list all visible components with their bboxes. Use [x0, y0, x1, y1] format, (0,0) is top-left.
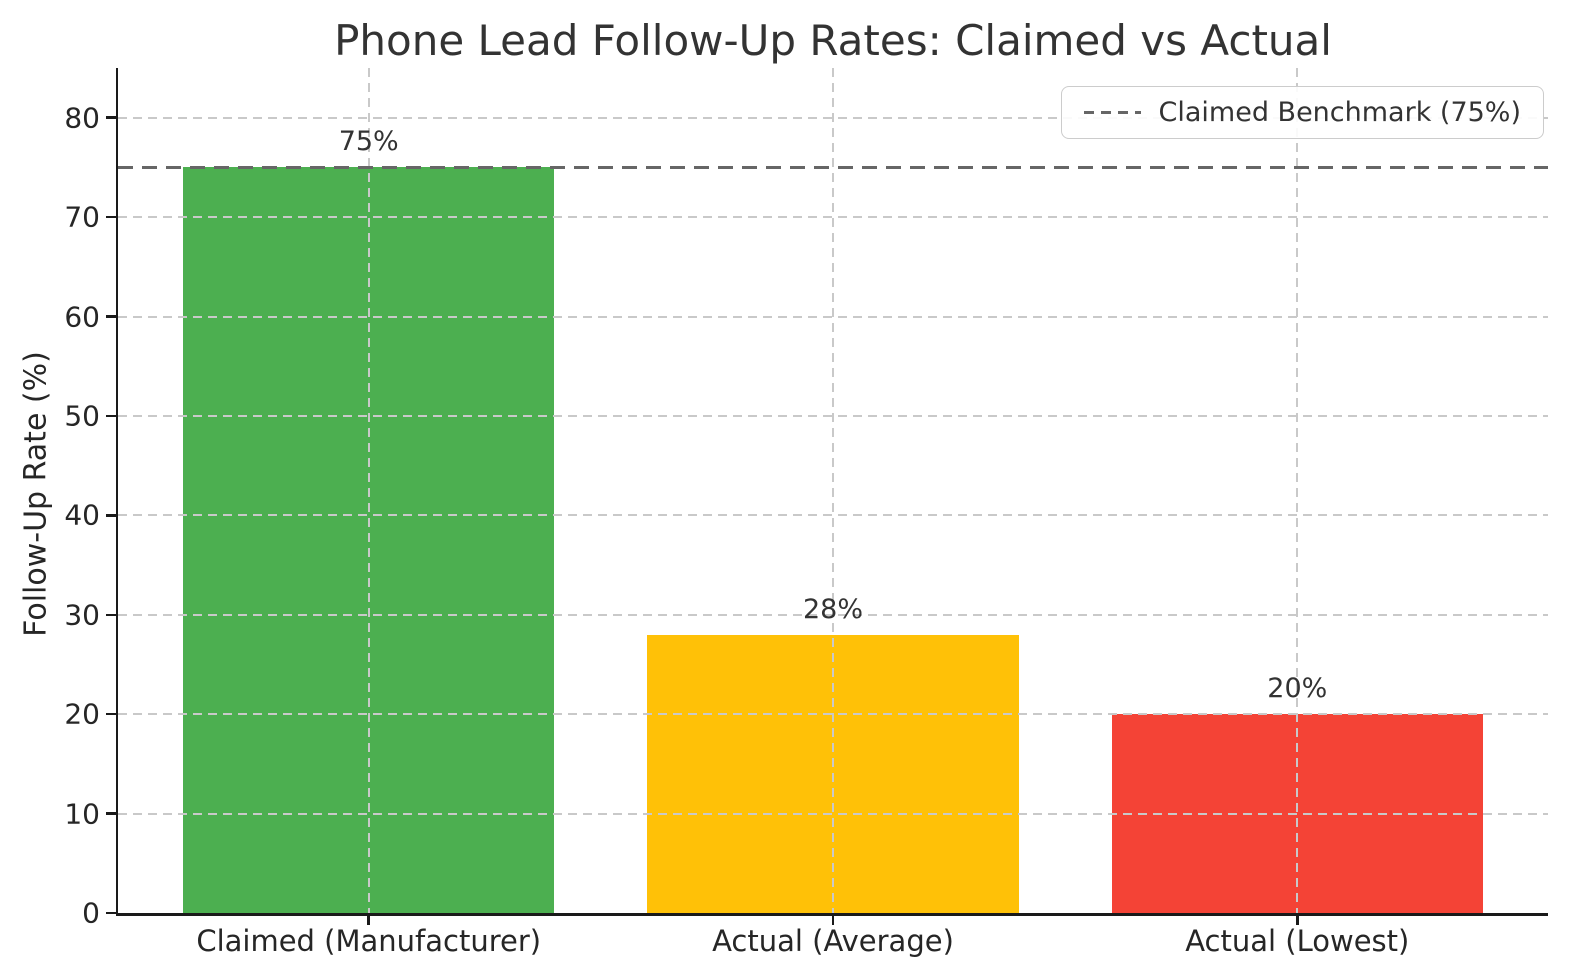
y-tick-mark — [106, 613, 116, 616]
horizontal-gridline — [118, 414, 1548, 417]
y-tick-mark — [106, 315, 116, 318]
bar-value-label: 20% — [1267, 673, 1328, 705]
vertical-gridline — [832, 68, 834, 913]
x-tick-mark — [1296, 915, 1299, 925]
y-tick-label: 0 — [82, 896, 100, 930]
y-tick-mark — [106, 911, 116, 915]
y-axis-label: Follow-Up Rate (%) — [18, 351, 54, 637]
y-tick-mark — [106, 812, 116, 815]
horizontal-gridline — [118, 116, 1548, 119]
x-tick-label: Claimed (Manufacturer) — [196, 924, 542, 958]
y-tick-mark — [106, 712, 116, 716]
y-tick-label: 20 — [64, 697, 100, 731]
y-tick-label: 50 — [64, 399, 100, 433]
legend: Claimed Benchmark (75%) — [1060, 86, 1544, 139]
horizontal-gridline — [118, 812, 1548, 815]
horizontal-gridline — [118, 216, 1548, 219]
x-axis-spine — [115, 913, 1548, 916]
y-tick-label: 60 — [64, 300, 100, 334]
vertical-gridline — [1296, 68, 1299, 913]
plot-area: 75% 28% 20% Claimed Benchmark (75%) — [118, 68, 1548, 913]
x-tick-mark — [367, 915, 370, 925]
y-tick-label: 40 — [64, 498, 100, 532]
chart-title: Phone Lead Follow-Up Rates: Claimed vs A… — [334, 16, 1332, 65]
horizontal-gridline — [118, 713, 1548, 716]
y-tick-mark — [106, 514, 116, 517]
horizontal-gridline — [118, 613, 1548, 616]
x-tick-label: Actual (Lowest) — [1185, 924, 1410, 958]
horizontal-gridline — [118, 315, 1548, 318]
dashed-line-icon — [1083, 111, 1141, 114]
vertical-gridline — [367, 68, 370, 913]
y-tick-label: 30 — [64, 598, 100, 632]
y-tick-mark — [106, 215, 116, 219]
horizontal-gridline — [118, 514, 1548, 517]
x-tick-mark — [831, 915, 835, 925]
benchmark-line — [118, 165, 1548, 169]
bar-value-label: 28% — [802, 593, 864, 625]
x-tick-label: Actual (Average) — [712, 924, 954, 958]
y-axis-spine — [115, 68, 118, 916]
y-tick-label: 10 — [64, 797, 100, 831]
y-tick-label: 70 — [64, 200, 100, 234]
bar-value-label: 75% — [338, 126, 399, 158]
legend-label: Claimed Benchmark (75%) — [1158, 97, 1521, 128]
y-tick-mark — [106, 414, 116, 418]
y-tick-mark — [106, 116, 116, 119]
y-tick-label: 80 — [64, 101, 100, 135]
